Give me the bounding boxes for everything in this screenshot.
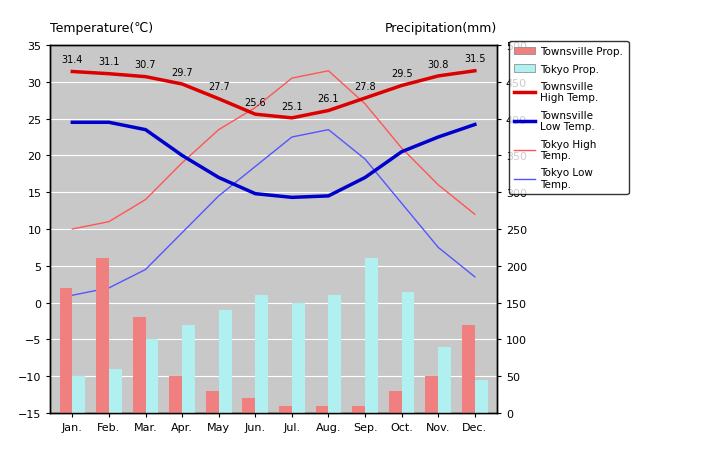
Bar — [72, 376, 85, 413]
Bar — [109, 369, 122, 413]
Text: 27.8: 27.8 — [354, 81, 376, 91]
Bar — [352, 406, 365, 413]
Bar — [292, 303, 305, 413]
Bar — [315, 406, 328, 413]
Bar — [96, 259, 109, 413]
Bar — [328, 296, 341, 413]
Text: 29.7: 29.7 — [171, 67, 193, 78]
Bar — [279, 406, 292, 413]
Bar — [182, 325, 195, 413]
Text: 31.1: 31.1 — [98, 57, 120, 67]
Bar — [475, 380, 487, 413]
Bar — [426, 376, 438, 413]
Text: 27.7: 27.7 — [208, 82, 230, 92]
Text: 25.6: 25.6 — [245, 98, 266, 107]
Text: 26.1: 26.1 — [318, 94, 339, 104]
Text: Precipitation(mm): Precipitation(mm) — [384, 22, 497, 35]
Bar — [389, 391, 402, 413]
Bar — [206, 391, 219, 413]
Text: 25.1: 25.1 — [281, 101, 302, 111]
Text: 29.5: 29.5 — [391, 69, 413, 79]
Bar — [462, 325, 475, 413]
Text: 30.7: 30.7 — [135, 60, 156, 70]
Bar — [402, 292, 415, 413]
Bar — [256, 296, 268, 413]
Text: 31.5: 31.5 — [464, 54, 485, 64]
Bar — [169, 376, 182, 413]
Bar — [145, 340, 158, 413]
Bar — [365, 259, 378, 413]
Text: Temperature(℃): Temperature(℃) — [50, 22, 153, 35]
Legend: Townsville Prop., Tokyo Prop., Townsville
High Temp., Townsville
Low Temp., Toky: Townsville Prop., Tokyo Prop., Townsvill… — [509, 42, 629, 195]
Bar — [60, 288, 72, 413]
Text: 30.8: 30.8 — [428, 59, 449, 69]
Bar — [132, 318, 145, 413]
Bar — [438, 347, 451, 413]
Bar — [243, 398, 256, 413]
Text: 31.4: 31.4 — [62, 55, 83, 65]
Bar — [219, 310, 232, 413]
